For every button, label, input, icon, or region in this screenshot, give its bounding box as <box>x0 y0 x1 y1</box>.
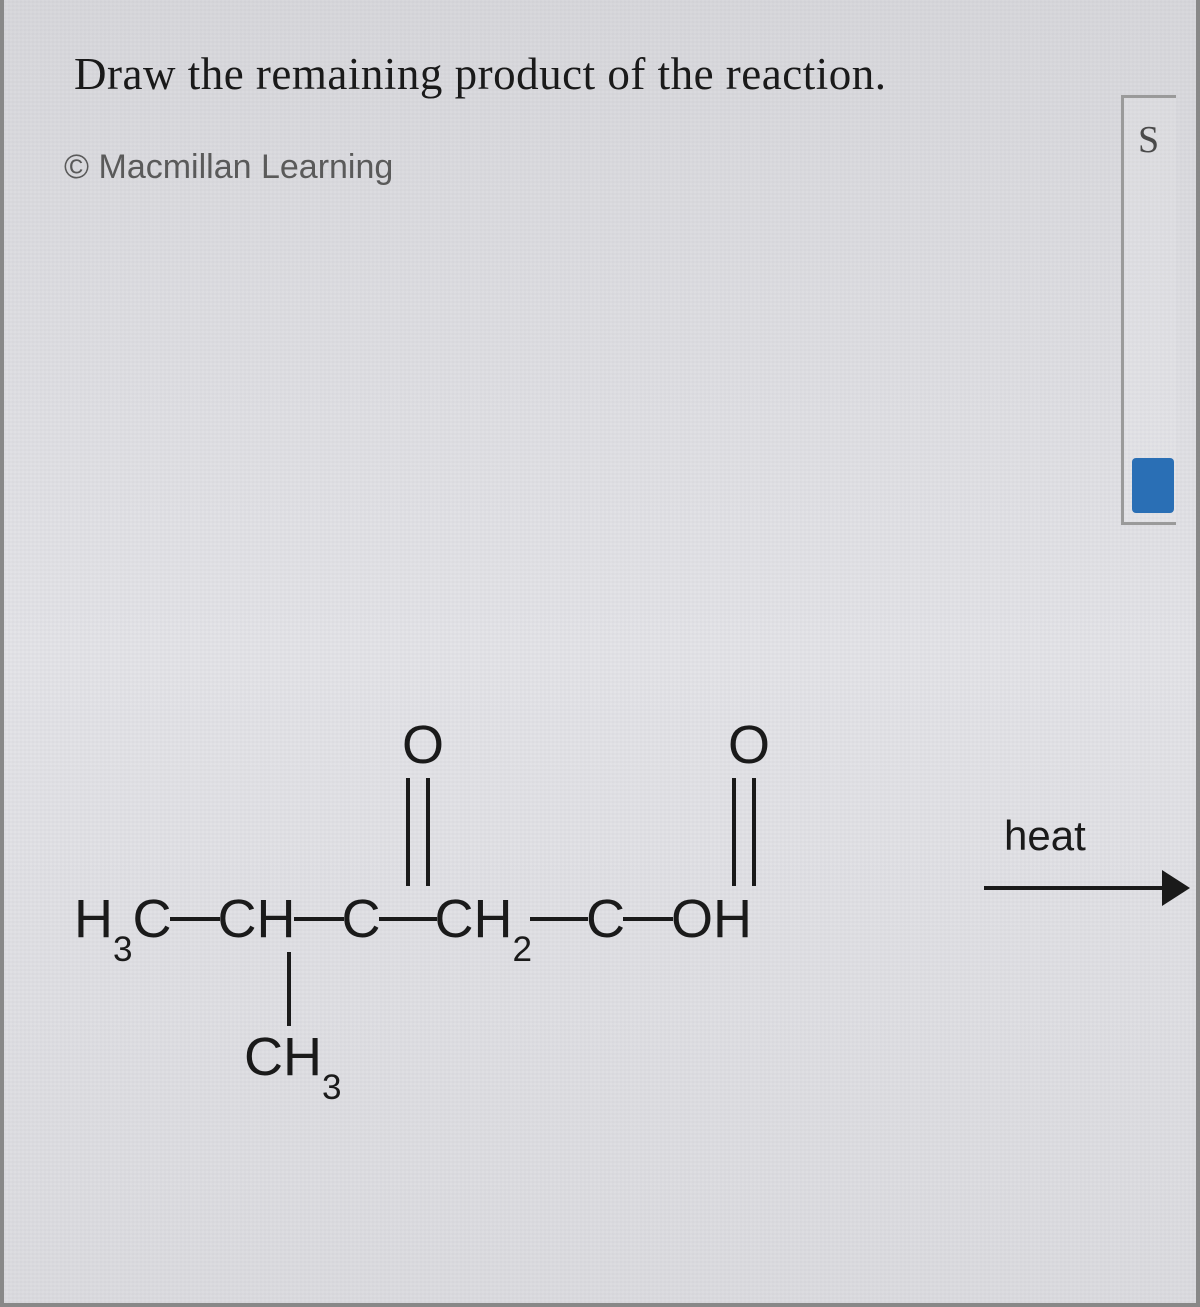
double-bond-1 <box>406 778 430 886</box>
panel-button[interactable] <box>1132 458 1174 513</box>
main-chain: H3CCHCCH2COH <box>74 892 752 955</box>
panel-letter: S <box>1138 118 1159 162</box>
chemical-structure: O O H3CCHCCH2COH CH3 <box>74 700 1096 1100</box>
atom-oxygen-2: O <box>728 718 770 772</box>
answer-panel: S <box>1121 95 1176 525</box>
reaction-arrow: heat <box>984 820 1184 1020</box>
copyright-text: © Macmillan Learning <box>64 148 393 187</box>
branch-bond <box>287 952 291 1026</box>
arrow-head-icon <box>1162 870 1190 906</box>
texture-overlay <box>4 0 1196 1303</box>
double-bond-2 <box>732 778 756 886</box>
page-container: Draw the remaining product of the reacti… <box>0 0 1200 1307</box>
branch-ch3: CH3 <box>244 1030 342 1093</box>
atom-oxygen-1: O <box>402 718 444 772</box>
arrow-line <box>984 886 1174 890</box>
reaction-condition: heat <box>1004 812 1086 860</box>
question-text: Draw the remaining product of the reacti… <box>74 48 886 100</box>
